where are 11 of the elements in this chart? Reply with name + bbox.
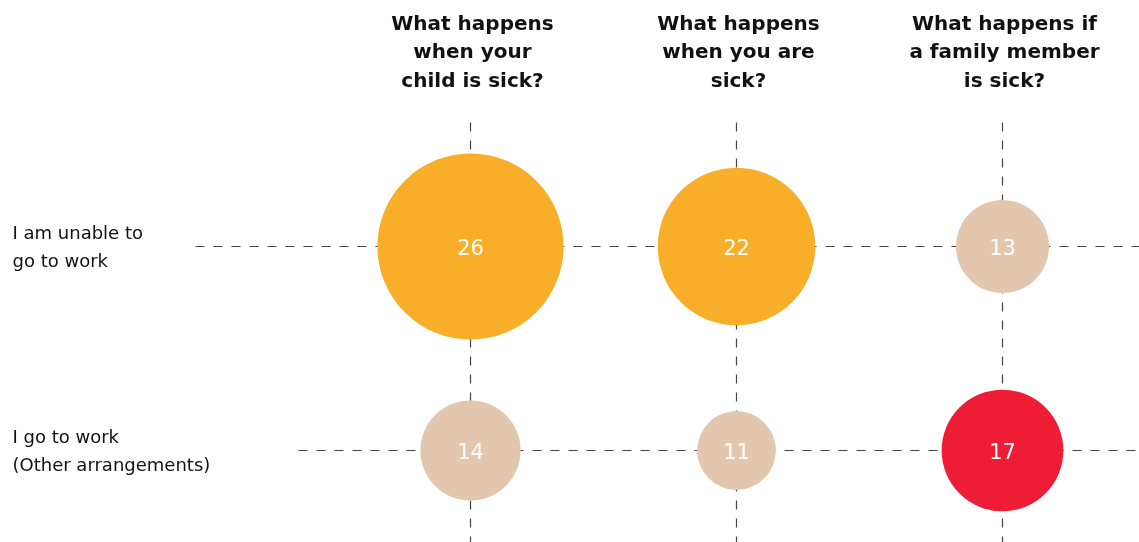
data-label: 17 xyxy=(989,439,1016,464)
data-label: 26 xyxy=(457,235,484,260)
text: I am unable to go to work xyxy=(12,222,143,271)
category-label: What happens when you are sick? xyxy=(657,10,820,93)
data-label: 11 xyxy=(723,439,750,464)
category-label: What happens if a family member is sick? xyxy=(909,10,1100,93)
text: I go to work (Other arrangements) xyxy=(12,426,211,475)
category-label: What happens when your child is sick? xyxy=(391,10,554,93)
data-label: 14 xyxy=(457,439,484,464)
data-label: 13 xyxy=(989,235,1016,260)
data-label: 22 xyxy=(723,235,750,260)
